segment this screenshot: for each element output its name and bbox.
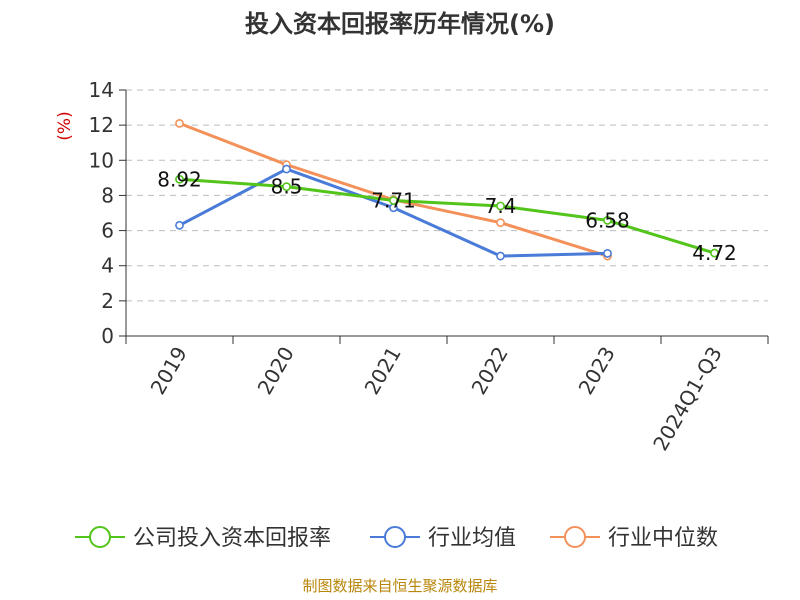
source-note: 制图数据来自恒生聚源数据库 <box>302 577 498 595</box>
data-point <box>282 182 291 192</box>
data-point <box>175 220 184 230</box>
data-point <box>282 164 291 174</box>
y-tick-label: 6 <box>101 219 114 243</box>
data-label: 6.58 <box>585 208 630 232</box>
y-tick-label: 10 <box>89 148 114 172</box>
legend-item: 行业中位数 <box>550 526 718 551</box>
data-label: 8.5 <box>271 175 303 199</box>
x-tick-label: 2022 <box>467 343 513 399</box>
data-point <box>175 174 184 184</box>
data-point <box>389 196 398 205</box>
data-point <box>496 251 505 261</box>
y-tick-label: 4 <box>101 254 114 278</box>
x-tick-label: 2020 <box>253 343 299 399</box>
grid-lines <box>126 89 768 302</box>
data-point <box>603 215 612 225</box>
y-tick-label: 2 <box>101 289 114 313</box>
chart-title: 投入资本回报率历年情况(%) <box>245 10 555 38</box>
legend-item: 行业均值 <box>370 526 516 551</box>
legend-label: 行业均值 <box>428 526 516 551</box>
legend-item: 公司投入资本回报率 <box>75 526 331 551</box>
y-tick-label: 8 <box>101 183 114 207</box>
y-tick-label: 12 <box>89 113 114 137</box>
data-point <box>496 218 505 228</box>
x-tick-label: 2019 <box>146 343 192 399</box>
y-tick-label: 14 <box>89 78 114 102</box>
data-label: 4.72 <box>692 241 737 265</box>
x-tick-label: 2023 <box>574 343 620 399</box>
data-point <box>603 249 612 258</box>
data-label: 7.4 <box>485 194 517 218</box>
data-label: 8.92 <box>157 167 202 191</box>
data-point <box>710 248 719 258</box>
legend-marker <box>89 526 111 548</box>
series-lines <box>175 118 719 261</box>
y-tick-label: 0 <box>101 324 114 348</box>
y-axis-label: (%) <box>55 111 75 140</box>
data-label: 7.71 <box>371 189 416 213</box>
legend-marker <box>564 526 586 548</box>
data-point <box>496 201 505 211</box>
legend: 公司投入资本回报率 行业均值 行业中位数 <box>75 526 718 551</box>
series-line <box>179 177 715 255</box>
legend-marker <box>384 526 406 548</box>
x-tick-label: 2024Q1-Q3 <box>648 343 727 455</box>
data-labels: 8.92 8.5 7.71 7.4 6.58 4.72 <box>157 167 737 265</box>
x-tick-label: 2021 <box>360 343 406 399</box>
axes: 0 2 4 6 8 10 12 14 2019 2020 2021 2022 2023 2024Q1-Q3 <box>89 78 769 455</box>
data-point <box>175 118 184 128</box>
legend-label: 公司投入资本回报率 <box>133 526 331 551</box>
legend-label: 行业中位数 <box>608 526 718 551</box>
